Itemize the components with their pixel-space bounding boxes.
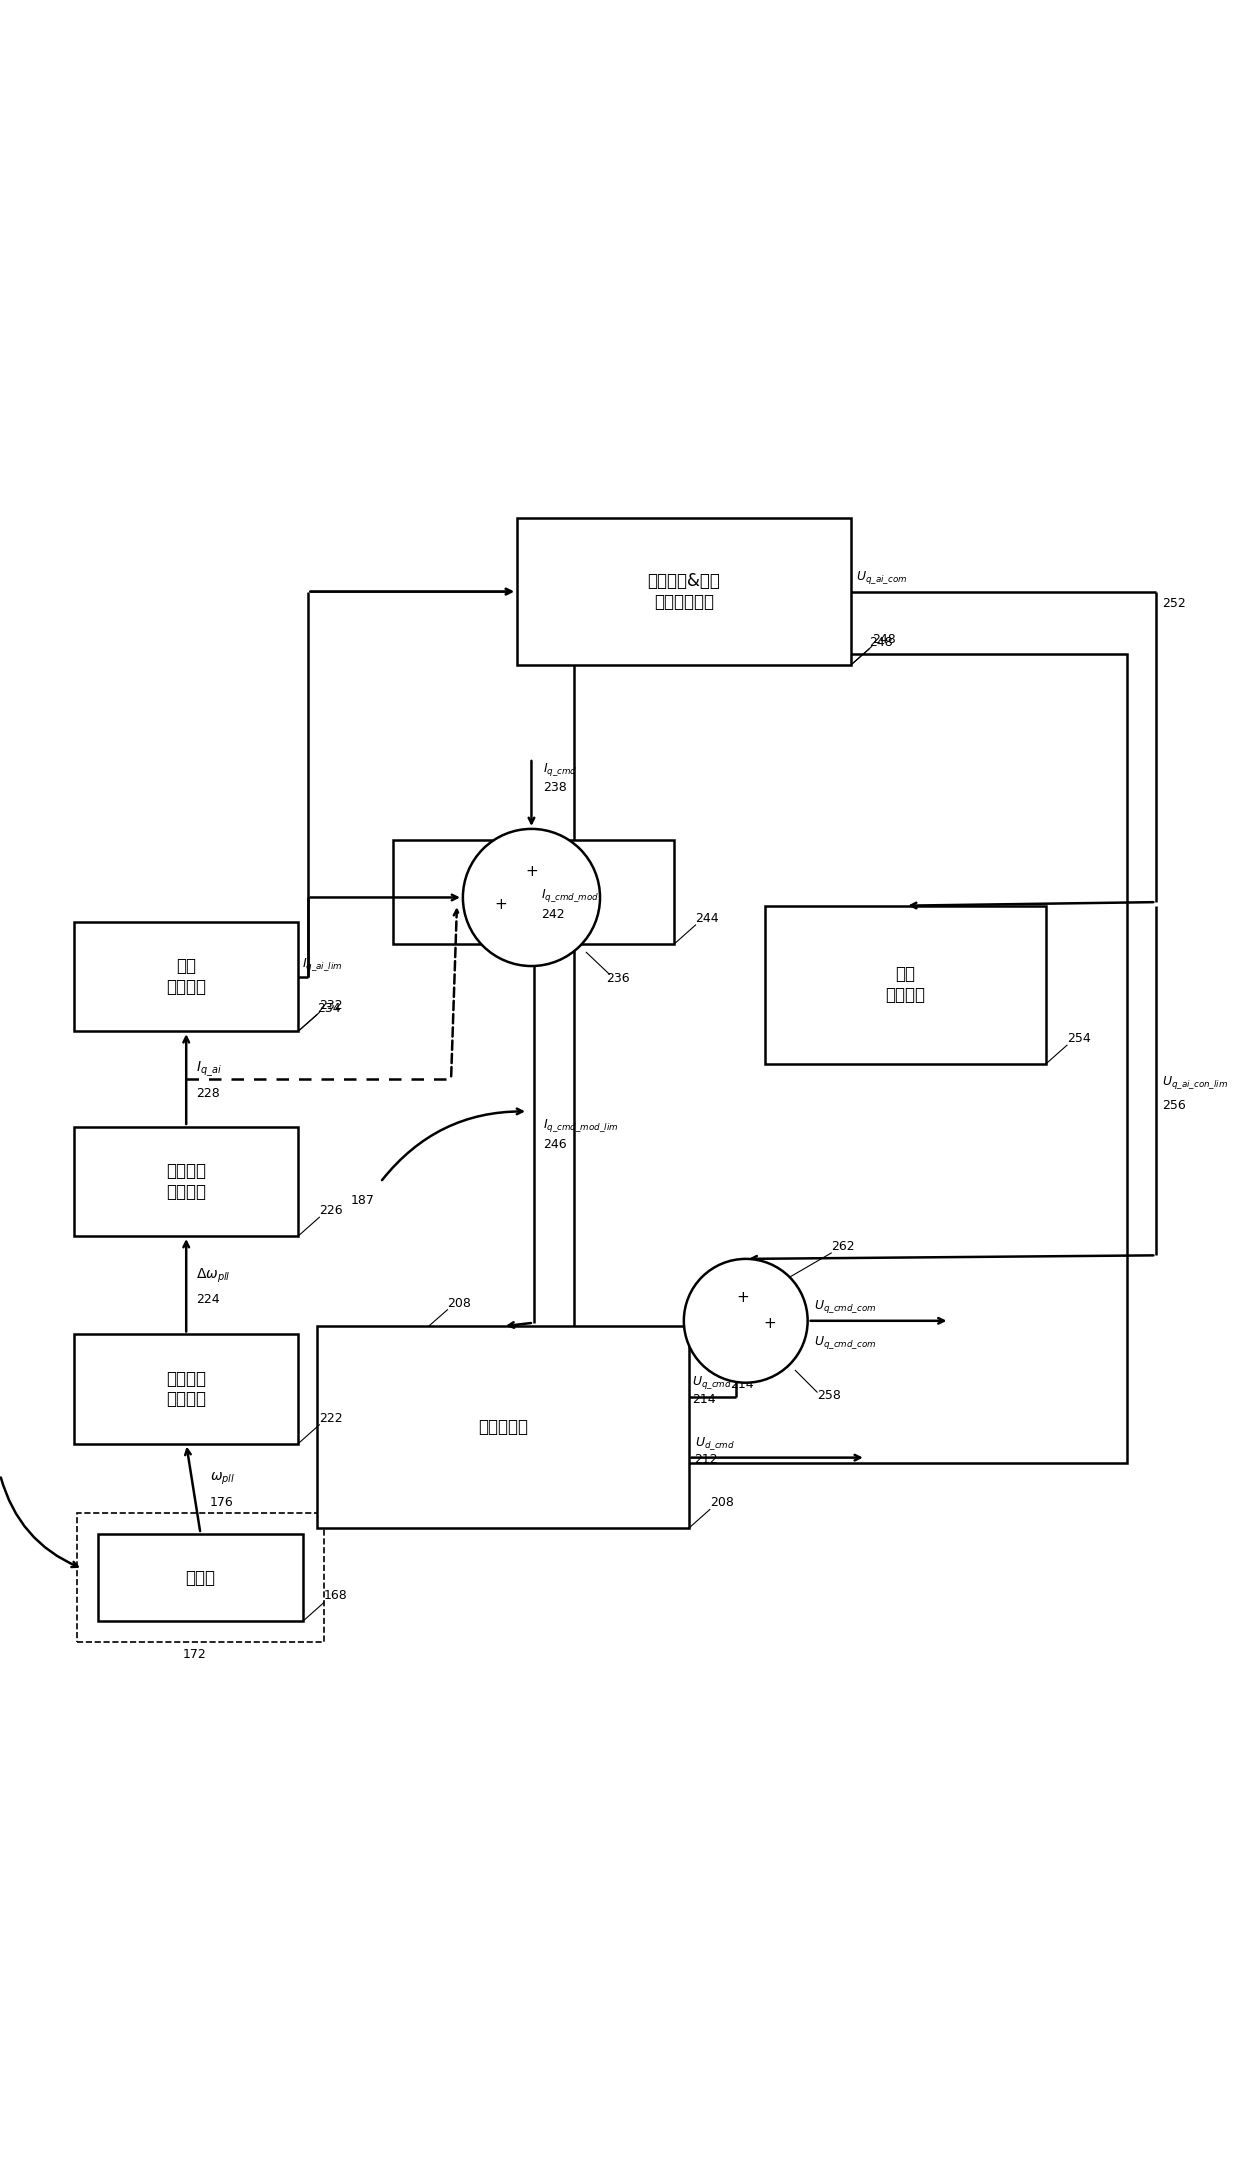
- Text: +: +: [525, 865, 538, 880]
- Text: 208: 208: [709, 1496, 734, 1509]
- Text: 212: 212: [694, 1453, 718, 1466]
- Bar: [74, 1334, 298, 1444]
- Text: 电流调节器: 电流调节器: [477, 1418, 528, 1436]
- Text: 第一
限幅单元: 第一 限幅单元: [166, 958, 206, 997]
- Text: $U_{d\_cmd}$: $U_{d\_cmd}$: [694, 1436, 734, 1453]
- Bar: [74, 1126, 298, 1237]
- Text: 254: 254: [1066, 1031, 1091, 1044]
- Bar: [517, 519, 851, 666]
- Text: +: +: [737, 1291, 749, 1306]
- Text: $U_{q\_cmd}$: $U_{q\_cmd}$: [692, 1375, 732, 1392]
- Text: 252: 252: [1162, 597, 1185, 610]
- Text: 频率变化
检测单元: 频率变化 检测单元: [166, 1371, 206, 1407]
- Text: 222: 222: [320, 1412, 343, 1425]
- Bar: [74, 921, 298, 1031]
- Circle shape: [463, 828, 600, 966]
- Text: 262: 262: [831, 1241, 854, 1254]
- Text: +: +: [495, 897, 507, 912]
- Text: $I_{q\_cmd\_mod\_lim}$: $I_{q\_cmd\_mod\_lim}$: [543, 1118, 619, 1135]
- Text: $I_{q\_cmd\_mod}$: $I_{q\_cmd\_mod}$: [541, 886, 599, 904]
- Bar: [574, 655, 1127, 1464]
- Bar: [98, 1533, 303, 1622]
- Text: 224: 224: [196, 1293, 219, 1306]
- Bar: [765, 906, 1045, 1064]
- Text: 第二
限幅单元: 第二 限幅单元: [513, 873, 554, 912]
- Text: 258: 258: [817, 1388, 841, 1401]
- Text: 第三
限幅单元: 第三 限幅单元: [885, 966, 925, 1005]
- Text: 187: 187: [351, 1193, 374, 1206]
- Text: 228: 228: [196, 1087, 219, 1100]
- Text: 248: 248: [869, 636, 893, 649]
- Text: 238: 238: [543, 780, 567, 793]
- Text: $U_{q\_ai\_con\_lim}$: $U_{q\_ai\_con\_lim}$: [1162, 1075, 1229, 1092]
- Text: 244: 244: [696, 912, 719, 925]
- Text: 168: 168: [324, 1589, 348, 1602]
- Text: +: +: [763, 1317, 776, 1332]
- Text: 242: 242: [541, 908, 564, 921]
- Text: 232: 232: [320, 999, 343, 1012]
- Circle shape: [683, 1258, 807, 1384]
- Text: 172: 172: [182, 1647, 207, 1660]
- Text: $\Delta\omega_{pll}$: $\Delta\omega_{pll}$: [196, 1267, 231, 1284]
- Text: $I_{q\_ai}$: $I_{q\_ai}$: [196, 1059, 222, 1079]
- Bar: [393, 841, 675, 945]
- Text: $I_{q\_cmd}$: $I_{q\_cmd}$: [543, 761, 578, 778]
- Text: 236: 236: [606, 973, 630, 986]
- Text: 226: 226: [320, 1204, 343, 1217]
- Text: $U_{q\_ai\_com}$: $U_{q\_ai\_com}$: [857, 569, 908, 586]
- Text: $U_{q\_cmd\_com}$: $U_{q\_cmd\_com}$: [813, 1334, 875, 1351]
- Text: 电流纹波
产生单元: 电流纹波 产生单元: [166, 1163, 206, 1200]
- Text: $I_{q\_ai\_lim}$: $I_{q\_ai\_lim}$: [301, 956, 342, 973]
- Text: 248: 248: [872, 633, 895, 646]
- Text: 234: 234: [317, 1001, 341, 1014]
- Bar: [317, 1325, 688, 1529]
- Text: 256: 256: [1162, 1100, 1185, 1113]
- Text: 208: 208: [448, 1297, 471, 1310]
- Text: 动态补偿&加速
或者补偿单元: 动态补偿&加速 或者补偿单元: [647, 573, 720, 612]
- Text: 176: 176: [210, 1496, 233, 1509]
- Bar: [77, 1513, 324, 1643]
- Text: 214: 214: [692, 1392, 715, 1405]
- Text: $U_{q\_cmd\_com}$: $U_{q\_cmd\_com}$: [813, 1297, 875, 1314]
- Text: 锁相环: 锁相环: [186, 1567, 216, 1587]
- Text: 214: 214: [730, 1377, 754, 1390]
- Text: 246: 246: [543, 1137, 567, 1150]
- Text: $\omega_{pll}$: $\omega_{pll}$: [210, 1470, 236, 1487]
